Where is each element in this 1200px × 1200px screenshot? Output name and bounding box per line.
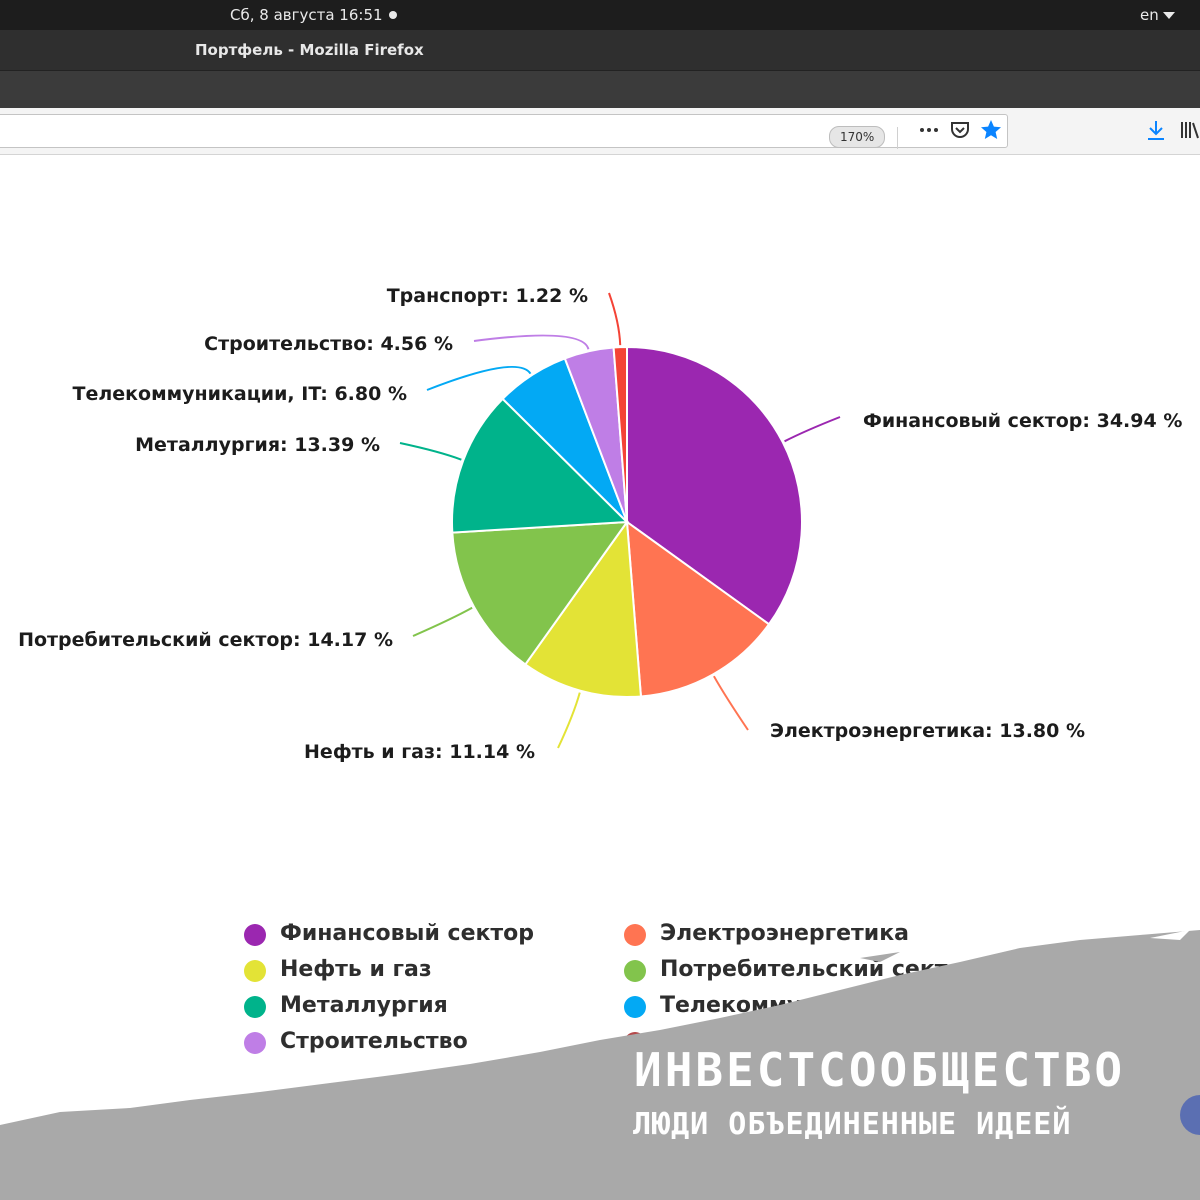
url-bar[interactable]: 170% [0, 114, 1008, 149]
tab-strip[interactable] [0, 70, 1200, 109]
notification-dot-icon [389, 11, 397, 19]
slice-data-label: Финансовый сектор: 34.94 % [863, 410, 1182, 432]
legend-label: Потребительский сектор [660, 957, 979, 982]
slice-leader-line [473, 334, 590, 350]
slice-data-label: Транспорт: 1.22 % [387, 285, 588, 307]
slice-leader-line [426, 365, 532, 391]
window-title: Портфель - Mozilla Firefox [195, 41, 424, 59]
pie-slice[interactable] [451, 397, 630, 534]
slice-data-label: Потребительский сектор: 14.17 % [18, 629, 393, 651]
pie-chart: Финансовый сектор: 34.94 % Электроэнергет… [0, 155, 1200, 915]
legend-swatch [244, 924, 266, 946]
pocket-icon[interactable] [948, 118, 972, 142]
legend-label: Электроэнергетика [660, 921, 909, 946]
pie-slice[interactable] [612, 345, 628, 523]
legend-label: Нефть и газ [280, 957, 432, 982]
slice-data-label: Металлургия: 13.39 % [135, 434, 380, 456]
legend-swatch [244, 960, 266, 982]
slice-data-label: Нефть и газ: 11.14 % [304, 741, 535, 763]
pie-slice[interactable] [625, 519, 771, 698]
watermark-subtitle: ЛЮДИ ОБЪЕДИНЕННЫЕ ИДЕЕЙ [633, 1107, 1072, 1142]
slice-data-label: Телекоммуникации, IT: 6.80 % [73, 383, 407, 405]
slice-leader-line [412, 606, 473, 637]
slice-leader-line [784, 416, 841, 443]
os-top-bar: Сб, 8 августа 16:51 en [0, 0, 1200, 30]
pie-slice[interactable] [626, 345, 803, 626]
legend-swatch [244, 1032, 266, 1054]
download-icon[interactable] [1144, 118, 1168, 142]
slice-data-label: Электроэнергетика: 13.80 % [770, 720, 1085, 742]
chart-legend: Финансовый сектор Электроэнергетика Нефть … [0, 915, 1200, 1055]
star-icon[interactable] [979, 118, 1003, 142]
slice-leader-line [713, 675, 749, 731]
chevron-down-icon[interactable] [1163, 12, 1175, 19]
legend-swatch [624, 996, 646, 1018]
legend-label: Финансовый сектор [280, 921, 535, 946]
legend-swatch [624, 960, 646, 982]
legend-swatch [244, 996, 266, 1018]
url-bar-divider [897, 127, 898, 149]
legend-label: Строительство [280, 1029, 468, 1054]
slice-data-label: Строительство: 4.56 % [204, 333, 453, 355]
library-icon[interactable] [1178, 118, 1200, 142]
slice-leader-line [557, 692, 581, 749]
watermark-title: ИНВЕСТСООБЩЕСТВО [634, 1043, 1126, 1097]
zoom-level-button[interactable]: 170% [829, 126, 886, 148]
browser-toolbar: 170% [0, 108, 1200, 155]
pie-slice[interactable] [451, 520, 630, 666]
slice-leader-line [608, 292, 622, 346]
more-dots-icon[interactable] [917, 118, 941, 142]
pie-slice[interactable] [523, 519, 643, 698]
legend-swatch [624, 924, 646, 946]
legend-label: Металлургия [280, 993, 448, 1018]
window-title-bar[interactable]: Портфель - Mozilla Firefox [0, 30, 1200, 70]
slice-leader-line [399, 442, 462, 461]
legend-label: Телекоммуникации, IT [660, 993, 949, 1018]
pie-chart-svg: Финансовый сектор: 34.94 % Электроэнергет… [18, 285, 1182, 763]
avatar [1180, 1095, 1200, 1135]
clock[interactable]: Сб, 8 августа 16:51 [230, 6, 383, 24]
keyboard-language[interactable]: en [1140, 6, 1159, 24]
